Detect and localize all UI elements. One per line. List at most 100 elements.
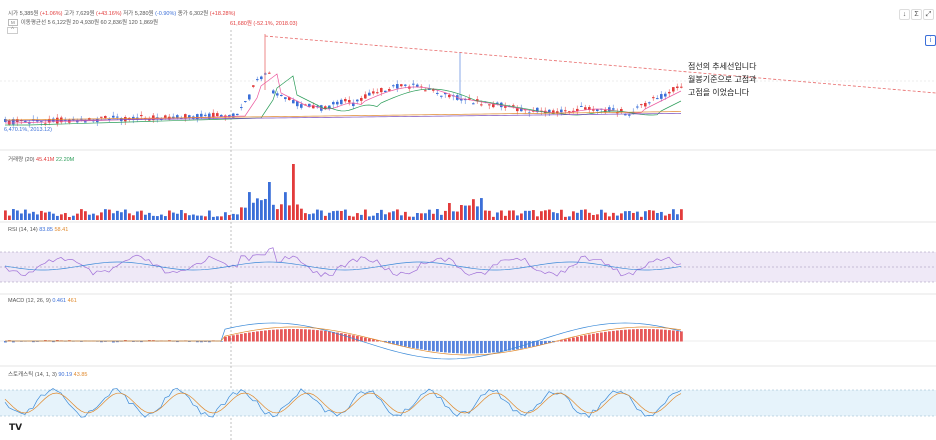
ma60-line <box>4 111 682 121</box>
macd-histogram-bar <box>588 334 591 342</box>
volume-bar <box>184 213 187 220</box>
volume-bar <box>476 206 479 220</box>
volume-bar <box>252 202 255 220</box>
macd-histogram-bar <box>640 329 643 342</box>
macd-histogram-bar <box>592 333 595 342</box>
volume-bar <box>16 210 19 220</box>
candle-body <box>364 94 367 99</box>
candle-body <box>152 115 155 121</box>
macd-histogram-bar <box>612 330 615 342</box>
candle-body <box>436 92 439 94</box>
volume-bar <box>672 209 675 220</box>
volume-bar <box>60 214 63 220</box>
macd-histogram-bar <box>676 330 679 342</box>
volume-bar <box>568 216 571 220</box>
candle-body <box>352 102 355 107</box>
macd-histogram-bar <box>328 331 331 342</box>
macd-histogram-bar <box>624 329 627 342</box>
candle-body <box>468 98 471 100</box>
volume-bar <box>328 212 331 220</box>
volume-bar <box>452 211 455 220</box>
macd-histogram-bar <box>176 341 179 343</box>
note-line-3: 고점을 이었습니다 <box>688 88 750 97</box>
candle-body <box>596 109 599 112</box>
macd-histogram-bar <box>548 341 551 344</box>
volume-bar <box>484 210 487 220</box>
candle-body <box>340 99 343 105</box>
peak-price-label: 61,680원 (-52.1%, 2018.03) <box>230 21 298 27</box>
volume-bar <box>352 216 355 220</box>
collapse-legend-button[interactable]: ^ <box>7 27 18 34</box>
candle-body <box>504 106 507 108</box>
candle-body <box>44 123 47 125</box>
candle-body <box>564 110 567 112</box>
macd-histogram-bar <box>428 341 431 351</box>
candle-body <box>112 115 115 118</box>
candle-body <box>84 121 87 123</box>
candle-body <box>604 109 607 112</box>
candle-body <box>424 90 427 92</box>
macd-histogram-bar <box>284 329 287 342</box>
candle-body <box>76 120 79 123</box>
macd-histogram-bar <box>472 341 475 354</box>
expand-icon[interactable]: ⤢ <box>923 9 934 20</box>
macd-histogram-bar <box>20 341 23 342</box>
volume-bar <box>460 205 463 220</box>
volume-bar <box>216 216 219 220</box>
volume-bar <box>168 210 171 220</box>
volume-bar <box>20 213 23 220</box>
ma-settings-tag[interactable]: M <box>8 19 18 26</box>
macd-histogram-bar <box>232 335 235 342</box>
candle-body <box>552 110 555 114</box>
macd-histogram-bar <box>432 341 435 352</box>
ohlc-readout: 시가 5,385원 (+1.06%) 고가 7,629원 (+43.16%) 저… <box>8 11 236 17</box>
candle-body <box>416 84 419 87</box>
macd-histogram-bar <box>460 341 463 354</box>
volume-bar <box>120 212 123 220</box>
volume-bar <box>24 209 27 220</box>
volume-bar <box>300 208 303 220</box>
sigma-icon[interactable]: Σ <box>911 9 922 20</box>
volume-bar <box>320 210 323 220</box>
volume-bar <box>412 216 415 220</box>
macd-signal-line <box>5 326 682 356</box>
download-icon[interactable]: ↓ <box>899 9 910 20</box>
volume-bar <box>652 210 655 220</box>
candle-body <box>300 104 303 108</box>
candle-body <box>412 83 415 85</box>
volume-bar <box>84 211 87 220</box>
macd-histogram-bar <box>304 329 307 342</box>
candle-body <box>440 95 443 97</box>
volume-bar <box>444 210 447 220</box>
volume-bar <box>596 214 599 220</box>
volume-bar <box>608 216 611 220</box>
macd-histogram-bar <box>620 330 623 342</box>
macd-histogram-bar <box>272 329 275 342</box>
macd-histogram-bar <box>36 341 39 342</box>
volume-bar <box>580 209 583 220</box>
volume-bar <box>676 214 679 220</box>
volume-bar <box>128 213 131 220</box>
volume-bar <box>312 213 315 220</box>
volume-bar <box>612 212 615 220</box>
volume-bar <box>592 214 595 220</box>
macd-histogram-bar <box>80 341 83 342</box>
volume-bar <box>368 216 371 220</box>
macd-histogram-bar <box>660 329 663 342</box>
macd-histogram-bar <box>308 329 311 342</box>
macd-histogram-bar <box>140 341 143 343</box>
volume-bar <box>288 205 291 220</box>
candle-body <box>200 113 203 117</box>
volume-bar <box>4 210 7 220</box>
volume-bar <box>432 213 435 220</box>
macd-histogram-bar <box>440 341 443 353</box>
candle-body <box>356 99 359 102</box>
volume-bar <box>152 215 155 220</box>
info-icon[interactable]: i <box>925 35 936 46</box>
macd-histogram-bar <box>456 341 459 354</box>
volume-bar <box>588 212 591 220</box>
volume-bar <box>104 209 107 220</box>
volume-bar <box>480 198 483 220</box>
candle-body <box>476 99 479 101</box>
